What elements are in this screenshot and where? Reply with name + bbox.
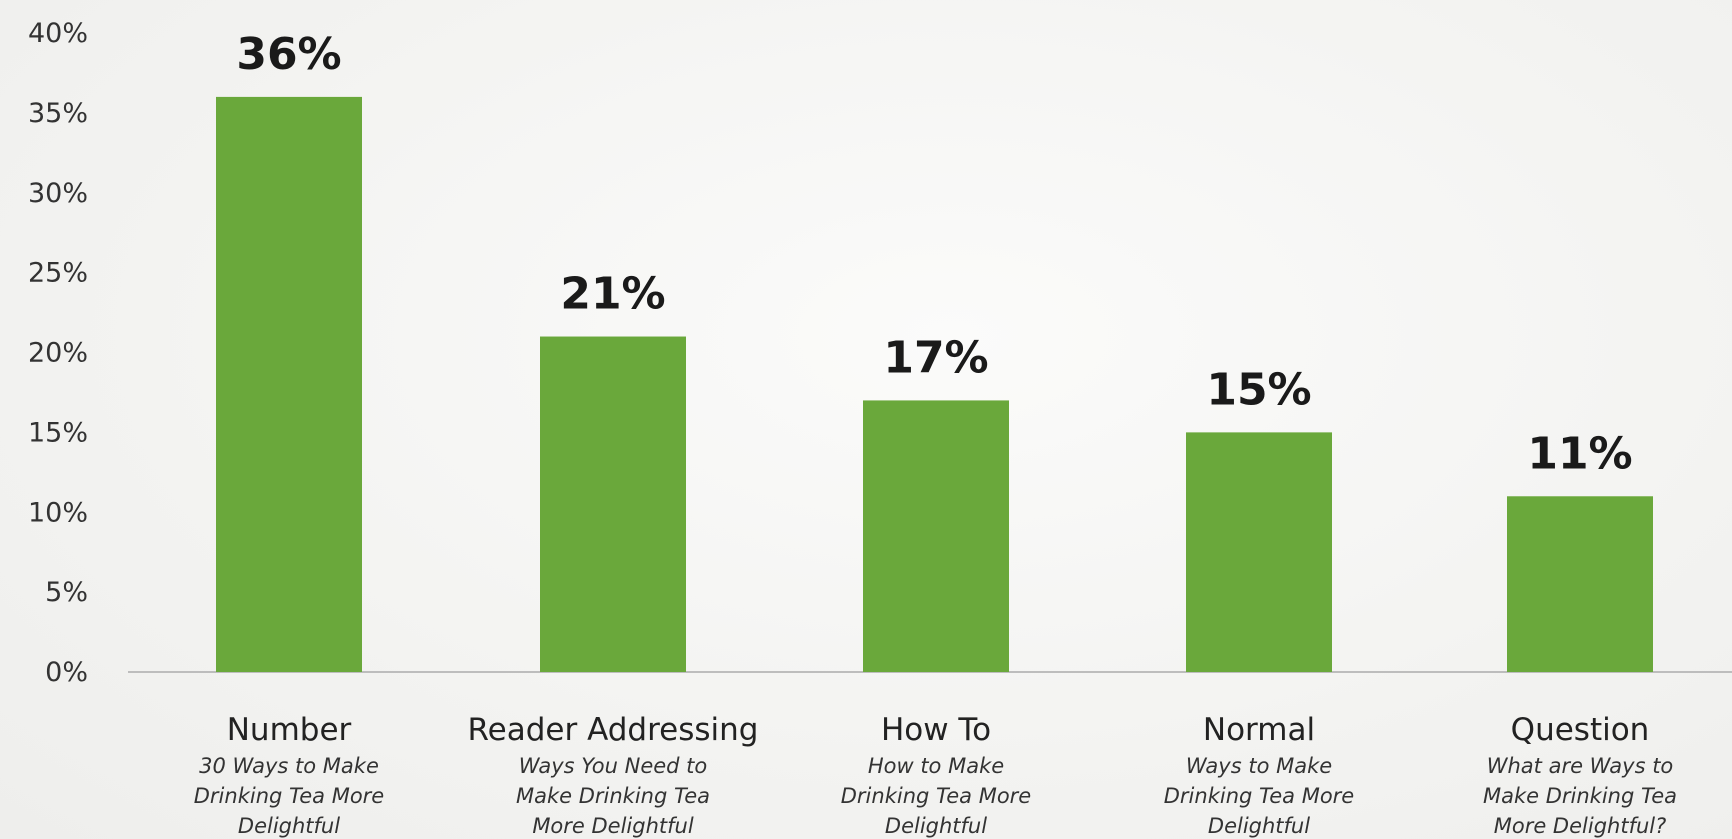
category-example-text: Ways to Make: [1186, 754, 1332, 778]
bar: [216, 96, 362, 672]
x-tick-label: Question: [1511, 712, 1650, 748]
category-example-text: Drinking Tea More: [841, 784, 1031, 808]
category-example-text: Delightful: [1208, 814, 1310, 838]
y-tick-label: 30%: [28, 178, 88, 209]
category-example-text: More Delightful?: [1494, 814, 1667, 838]
data-label: 11%: [1527, 428, 1632, 479]
category-example-text: Drinking Tea More: [1164, 784, 1354, 808]
x-tick-label: Reader Addressing: [468, 712, 759, 748]
bar: [863, 400, 1009, 672]
bar: [1507, 496, 1653, 672]
y-tick-label: 25%: [28, 258, 88, 289]
y-tick-label: 40%: [28, 18, 88, 49]
y-tick-label: 35%: [28, 98, 88, 129]
category-example-text: Make Drinking Tea: [1483, 784, 1677, 808]
data-label: 21%: [560, 269, 665, 320]
x-tick-label: Normal: [1203, 712, 1315, 748]
y-tick-label: 5%: [45, 577, 88, 608]
category-example-text: What are Ways to: [1487, 754, 1674, 778]
y-tick-label: 10%: [28, 497, 88, 528]
category-example-text: Delightful: [238, 814, 340, 838]
category-example-text: Make Drinking Tea: [516, 784, 710, 808]
y-tick-label: 15%: [28, 417, 88, 448]
y-tick-label: 20%: [28, 338, 88, 369]
y-tick-label: 0%: [45, 657, 88, 688]
bar: [1186, 432, 1332, 672]
data-label: 17%: [883, 332, 988, 383]
category-example-text: Drinking Tea More: [194, 784, 384, 808]
x-tick-label: How To: [881, 712, 991, 748]
category-example-text: Delightful: [885, 814, 987, 838]
category-example-text: Ways You Need to: [519, 754, 708, 778]
data-label: 15%: [1206, 364, 1311, 415]
category-example-text: More Delightful: [532, 814, 694, 838]
bar: [540, 336, 686, 672]
data-label: 36%: [236, 29, 341, 80]
x-tick-label: Number: [227, 712, 352, 748]
category-example-text: How to Make: [868, 754, 1004, 778]
category-example-text: 30 Ways to Make: [199, 754, 379, 778]
